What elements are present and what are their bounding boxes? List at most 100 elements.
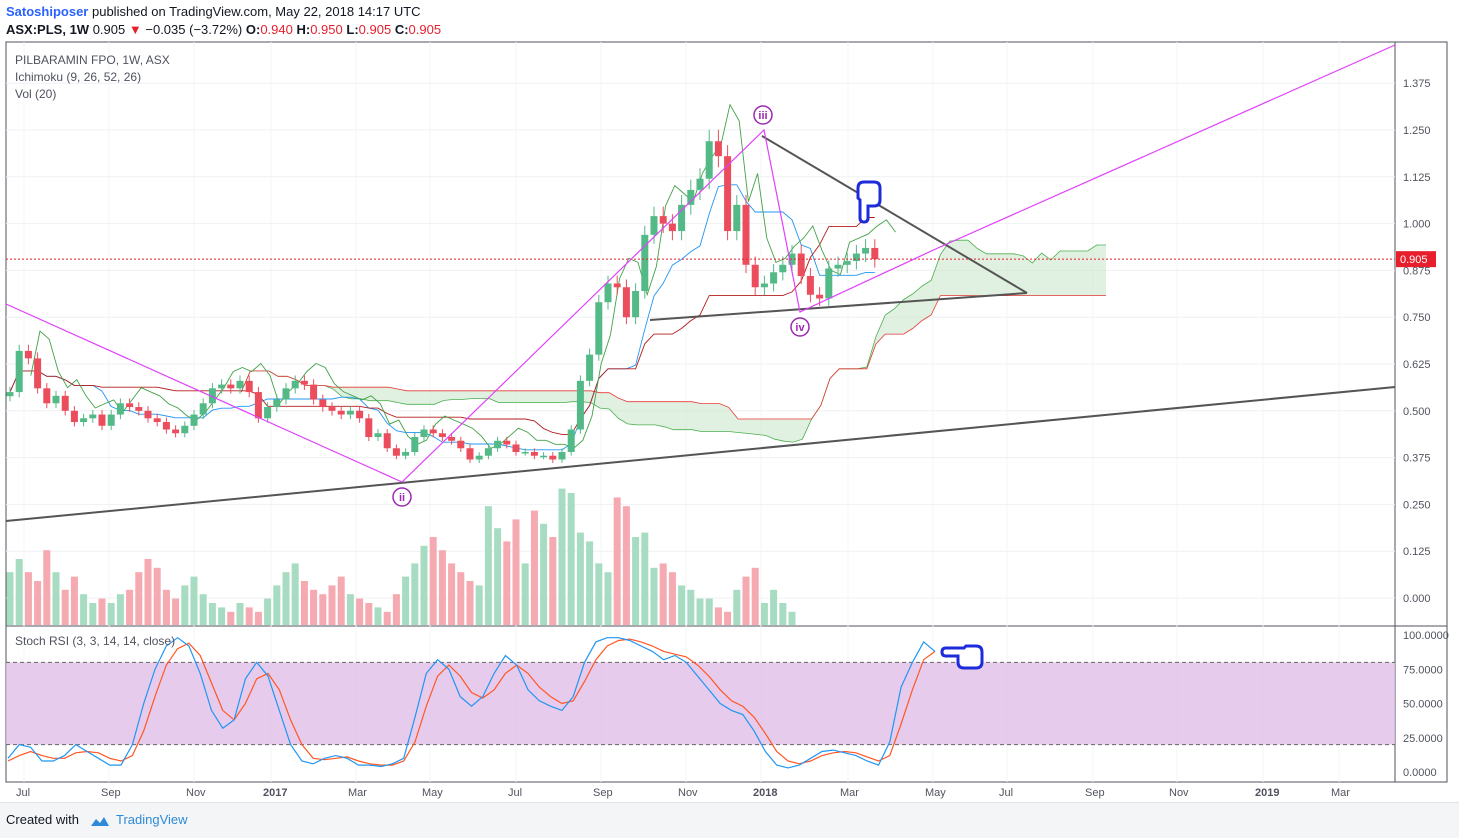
candle-body <box>724 156 732 232</box>
candle <box>540 452 548 460</box>
candle <box>512 440 520 456</box>
x-tick-label: May <box>925 787 946 799</box>
candle <box>89 409 97 423</box>
legend-stoch-rsi[interactable]: Stoch RSI (3, 3, 14, 14, close) <box>15 634 176 648</box>
candle-body <box>438 433 446 438</box>
candle-body <box>540 455 548 458</box>
tradingview-brand: TradingView <box>116 812 188 827</box>
down-arrow-icon: ▼ <box>128 22 142 37</box>
x-tick-label: Nov <box>1169 787 1189 799</box>
candle <box>181 421 189 438</box>
candle <box>162 417 170 434</box>
x-tick-label: Sep <box>101 787 121 799</box>
candle-body <box>742 204 750 265</box>
candle-body <box>852 253 860 262</box>
volume-bar <box>632 537 640 625</box>
volume-bar <box>503 541 511 625</box>
open-label: O: <box>245 22 261 37</box>
stoch-tick-label: 50.0000 <box>1403 699 1443 711</box>
candle <box>466 444 474 463</box>
candle <box>70 406 78 427</box>
triangle-lower-line <box>649 292 1028 321</box>
candle-body <box>705 141 713 179</box>
legend-ichimoku[interactable]: Ichimoku (9, 26, 52, 26) <box>15 70 142 84</box>
tradingview-link[interactable]: TradingView <box>88 812 188 827</box>
volume-bar <box>245 607 253 625</box>
candle <box>724 145 732 241</box>
candle-body <box>668 223 676 232</box>
y-tick-label: 1.375 <box>1403 78 1431 90</box>
candle-body <box>300 380 308 385</box>
candle <box>678 195 686 241</box>
low-value: 0.905 <box>358 22 392 37</box>
low-label: L: <box>346 22 359 37</box>
candle <box>52 390 60 409</box>
candle <box>521 448 529 456</box>
candle-body <box>365 418 373 438</box>
candle <box>797 244 805 285</box>
volume-bar <box>438 550 446 625</box>
stoch-d-line <box>7 638 936 766</box>
volume-bar <box>457 572 465 625</box>
y-tick-label: 0.250 <box>1403 499 1431 511</box>
volume-bar <box>659 563 667 625</box>
candle-body <box>328 407 336 411</box>
volume-bar <box>714 607 722 625</box>
candle-body <box>392 448 400 456</box>
candle <box>576 375 584 434</box>
candle-body <box>521 451 529 454</box>
candle <box>567 425 575 456</box>
volume-bar <box>383 611 391 625</box>
candle-body <box>448 437 456 441</box>
author-link[interactable]: Satoshiposer <box>6 4 89 19</box>
candle <box>806 267 814 303</box>
candle <box>98 409 106 431</box>
volume-bar <box>576 532 584 625</box>
x-tick-label: Jul <box>999 787 1013 799</box>
candle <box>356 406 364 423</box>
candle-body <box>254 392 262 419</box>
y-tick-label: 0.750 <box>1403 312 1431 324</box>
candle-body <box>208 388 216 404</box>
volume-bar <box>779 603 787 625</box>
candle-body <box>310 384 318 400</box>
candle <box>392 444 400 460</box>
y-tick-label: 0.875 <box>1403 265 1431 277</box>
candle-body <box>466 448 474 460</box>
hand-shape <box>940 644 984 670</box>
candle <box>862 239 870 263</box>
volume-bar <box>540 523 548 625</box>
candle <box>687 179 695 215</box>
candle <box>622 279 630 325</box>
candle <box>751 256 759 296</box>
candle-body <box>89 414 97 419</box>
candle-body <box>319 399 327 408</box>
candle-body <box>586 354 594 381</box>
candle-body <box>862 247 870 254</box>
candle <box>871 239 879 268</box>
candle-body <box>696 178 704 190</box>
candle-body <box>659 216 667 224</box>
wave-label-circle <box>790 317 810 337</box>
candle-body <box>632 290 640 318</box>
candle <box>264 402 272 423</box>
legend-volume[interactable]: Vol (20) <box>15 87 57 101</box>
candle-body <box>61 395 69 411</box>
volume-bar <box>558 488 566 625</box>
y-tick-label: 0.375 <box>1403 453 1431 465</box>
volume-bar <box>751 567 759 625</box>
senkou-a-line <box>240 239 1106 443</box>
volume-bar <box>236 603 244 625</box>
volume-bar <box>475 585 483 625</box>
candle-body <box>80 418 88 423</box>
candle-body <box>420 429 428 438</box>
volume-bar <box>15 559 23 625</box>
candle-body <box>760 283 768 288</box>
footer-bar: Created with TradingView <box>0 802 1459 838</box>
candle <box>107 409 115 431</box>
candle-body <box>825 268 833 299</box>
candle <box>760 275 768 296</box>
candle <box>43 383 51 409</box>
volume-bar <box>788 611 796 625</box>
